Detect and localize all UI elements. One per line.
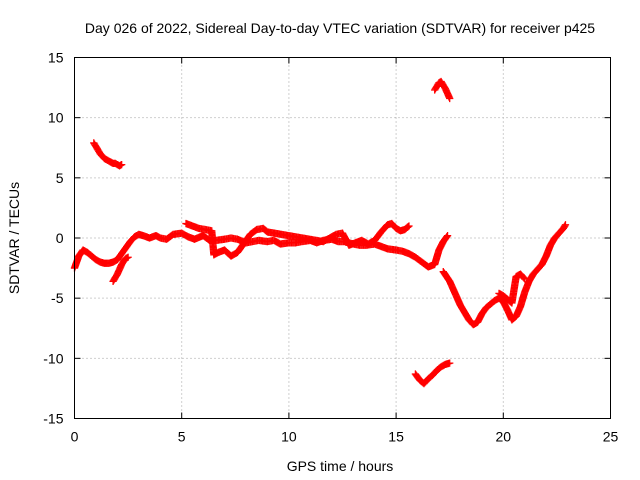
x-axis-title: GPS time / hours — [287, 458, 394, 474]
data-marks — [70, 77, 570, 388]
y-tick-label: 5 — [56, 170, 64, 186]
data-point — [124, 253, 132, 261]
x-tick-label: 20 — [496, 429, 512, 445]
x-tick-label: 5 — [178, 429, 186, 445]
series-evening-trough — [439, 221, 570, 329]
y-tick-label: -10 — [43, 350, 63, 366]
y-tick-label: -15 — [43, 411, 63, 427]
series-early-high — [90, 139, 126, 170]
data-point — [404, 223, 412, 231]
x-tick-label: 0 — [71, 429, 79, 445]
data-point — [443, 231, 452, 240]
data-point — [561, 222, 569, 230]
data-point — [520, 274, 528, 282]
y-tick-label: 0 — [56, 230, 64, 246]
series-evening-upper — [495, 270, 529, 307]
y-tick-label: 10 — [48, 110, 64, 126]
y-axis-title: SDTVAR / TECUs — [6, 182, 22, 294]
x-tick-label: 15 — [388, 429, 404, 445]
x-tick-label: 10 — [281, 429, 297, 445]
chart-title: Day 026 of 2022, Sidereal Day-to-day VTE… — [85, 20, 595, 36]
y-tick-label: -5 — [51, 290, 64, 306]
data-point — [521, 275, 529, 283]
series-midday-branches — [182, 219, 413, 260]
series-morning-dip — [109, 253, 132, 285]
x-tick-label: 25 — [603, 429, 619, 445]
data-point — [561, 221, 570, 229]
data-point — [446, 94, 454, 103]
y-tick-label: 15 — [48, 50, 64, 66]
series-late-low — [411, 359, 454, 388]
series-late-high — [431, 77, 454, 103]
series-main-arc — [70, 229, 452, 272]
data-point — [118, 160, 126, 169]
axis-ticks: 0 5 10 15 20 25 -15 -10 -5 0 5 10 15 — [43, 50, 618, 445]
data-point — [446, 359, 454, 367]
data-point — [443, 232, 451, 241]
data-point — [405, 222, 413, 230]
